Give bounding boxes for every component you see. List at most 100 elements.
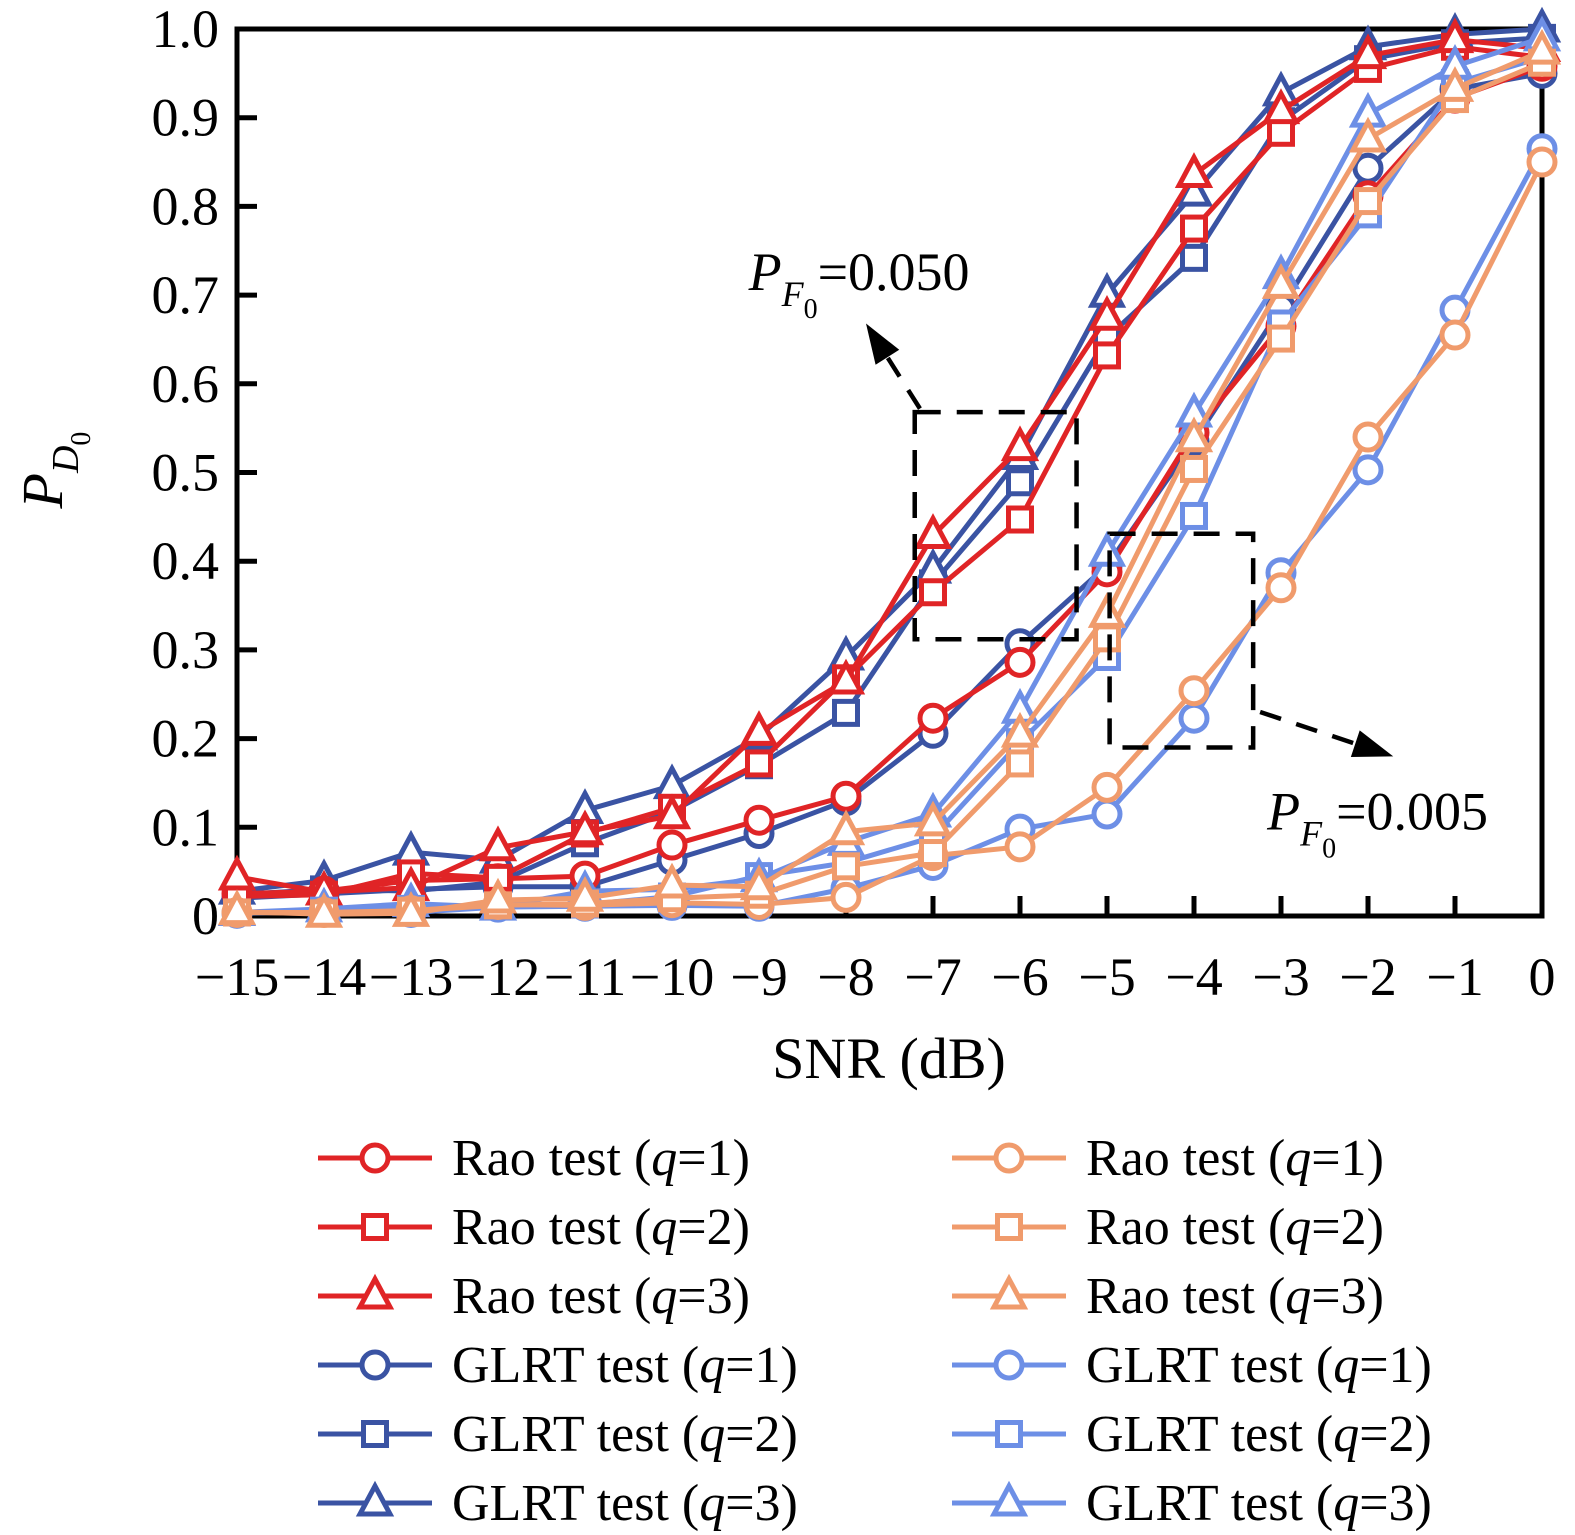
marker-square <box>832 698 860 727</box>
marker-triangle <box>478 825 518 862</box>
series-line <box>236 26 1543 894</box>
legend-item-glrt-q2-pf0.050: GLRT test (q=2) <box>318 1406 798 1463</box>
marker-triangle <box>989 1273 1029 1310</box>
marker-circle <box>743 804 775 836</box>
marker-square <box>361 1420 389 1448</box>
legend-label: GLRT test (q=2) <box>452 1406 798 1463</box>
marker-circle <box>1091 771 1123 803</box>
annotation-arrow-2 <box>1259 709 1356 746</box>
marker-triangle <box>565 809 605 846</box>
marker-square <box>919 839 947 868</box>
marker-triangle <box>391 829 431 866</box>
series-line <box>236 63 1543 897</box>
marker-triangle <box>652 862 692 899</box>
y-tick-label: 1.0 <box>152 0 220 59</box>
marker-square <box>1093 624 1121 653</box>
marker-square <box>1354 187 1382 216</box>
marker-triangle <box>913 513 953 549</box>
zoom-box-2 <box>1107 531 1256 750</box>
y-axis-label: PD0 <box>10 432 97 510</box>
legend-label: Rao test (q=3) <box>452 1268 750 1325</box>
legend-label: Rao test (q=2) <box>452 1199 750 1256</box>
legend-label: GLRT test (q=3) <box>452 1475 798 1532</box>
y-tick-label: 0.6 <box>152 354 220 414</box>
marker-triangle <box>391 891 431 927</box>
x-tick-label: −9 <box>730 947 787 1007</box>
x-tick-label: 0 <box>1529 947 1556 1007</box>
annotation-label-pf-0.050: PF0=0.050 <box>748 242 970 325</box>
marker-circle <box>917 702 949 734</box>
marker-circle <box>1439 319 1471 351</box>
marker-circle <box>1178 675 1210 707</box>
marker-square <box>1006 749 1034 778</box>
legend-label: GLRT test (q=3) <box>1086 1475 1432 1532</box>
marker-circle <box>1265 572 1297 604</box>
marker-circle <box>1004 646 1036 678</box>
marker-triangle <box>217 854 257 891</box>
marker-square <box>995 1420 1023 1448</box>
x-tick-label: −1 <box>1426 947 1483 1007</box>
marker-triangle <box>304 891 344 928</box>
series-layer <box>217 6 1562 929</box>
marker-triangle <box>1087 592 1127 628</box>
x-tick-label: −10 <box>630 947 714 1007</box>
x-tick-label: −8 <box>817 947 874 1007</box>
marker-circle <box>1091 798 1123 830</box>
x-tick-label: −5 <box>1078 947 1135 1007</box>
x-tick-label: −14 <box>282 947 366 1007</box>
marker-triangle <box>1087 530 1127 567</box>
x-tick-label: −4 <box>1165 947 1222 1007</box>
arrowhead <box>866 323 900 365</box>
marker-circle <box>830 881 862 913</box>
annotation-layer: PF0=0.050 PF0=0.005 <box>748 242 1488 864</box>
marker-circle <box>1352 421 1384 453</box>
marker-triangle <box>989 1480 1029 1517</box>
axes-layer: 0 0.1 0.2 0.3 0.4 0.5 0.6 0.7 0.8 0.9 1.0 −15 −14 −13… <box>10 0 1556 1007</box>
marker-triangle <box>1174 416 1214 453</box>
annotation-arrow-1 <box>885 356 922 410</box>
x-tick-label: −13 <box>369 947 453 1007</box>
series-rao-q1-pf0.050 <box>221 50 1558 910</box>
x-tick-label: −15 <box>195 947 279 1007</box>
y-tick-label: 0.4 <box>152 531 220 591</box>
marker-circle <box>1178 702 1210 734</box>
legend-item-glrt-q1-pf0.005: GLRT test (q=1) <box>952 1337 1432 1394</box>
y-tick-label: 0.5 <box>152 443 220 503</box>
marker-square <box>745 749 773 778</box>
marker-square <box>832 852 860 881</box>
marker-circle <box>1004 831 1036 863</box>
marker-circle <box>656 829 688 861</box>
marker-square <box>1267 118 1295 147</box>
legend-label: GLRT test (q=1) <box>452 1337 798 1394</box>
series-line <box>236 44 1543 899</box>
marker-triangle <box>826 809 866 846</box>
legend-label: Rao test (q=3) <box>1086 1268 1384 1325</box>
marker-triangle <box>478 877 518 914</box>
marker-triangle <box>355 1273 395 1310</box>
x-tick-label: −6 <box>991 947 1048 1007</box>
y-tick-label: 0.2 <box>152 709 220 769</box>
marker-triangle <box>1522 28 1562 65</box>
series-line <box>236 35 1543 898</box>
marker-triangle <box>739 864 779 901</box>
legend: Rao test (q=1) Rao test (q=2) Rao test (q=… <box>318 1130 1432 1532</box>
marker-square <box>1180 501 1208 530</box>
legend-item-glrt-q1-pf0.050: GLRT test (q=1) <box>318 1337 798 1394</box>
marker-circle <box>359 1142 391 1174</box>
y-tick-label: 0.7 <box>152 265 220 325</box>
marker-square <box>1180 243 1208 272</box>
marker-circle <box>993 1349 1025 1381</box>
annotation-label-pf-0.005: PF0=0.005 <box>1266 781 1488 864</box>
zoom-box-1 <box>912 409 1079 642</box>
legend-item-rao-q2-pf0.005: Rao test (q=2) <box>952 1199 1384 1256</box>
arrowhead <box>1350 730 1394 757</box>
marker-triangle <box>739 710 779 746</box>
marker-triangle <box>1348 116 1388 153</box>
legend-label: Rao test (q=1) <box>1086 1130 1384 1187</box>
legend-label: Rao test (q=1) <box>452 1130 750 1187</box>
marker-triangle <box>1435 66 1475 102</box>
marker-square <box>1006 468 1034 497</box>
y-tick-label: 0.9 <box>152 88 220 148</box>
